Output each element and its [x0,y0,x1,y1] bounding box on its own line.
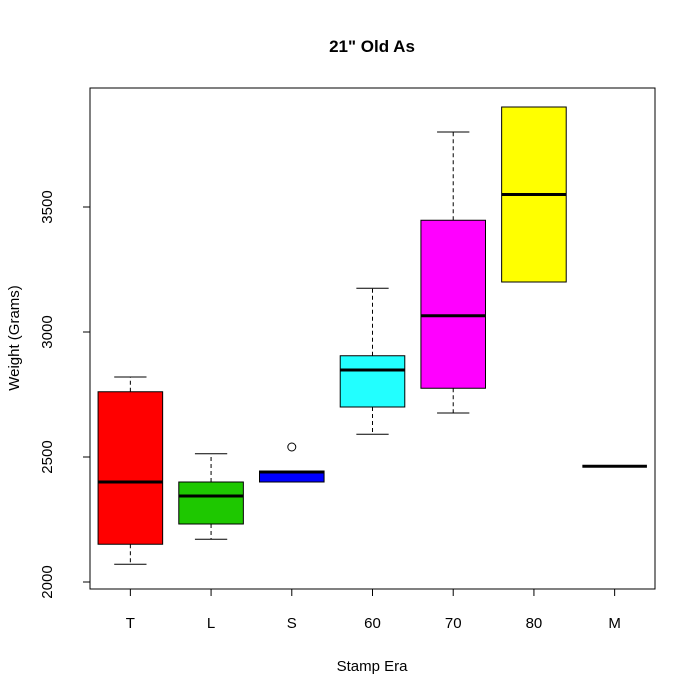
y-axis-label: Weight (Grams) [6,285,23,391]
box-iqr [339,355,406,408]
y-tick-label: 2000 [39,565,56,598]
box-iqr [420,219,486,389]
chart-title: 21" Old As [329,37,415,56]
box-70 [420,131,486,414]
x-tick-label: M [608,615,621,632]
x-tick-label: L [207,615,215,632]
box-S [259,442,325,483]
y-tick-label: 3000 [39,315,56,348]
box-T [97,376,164,565]
y-tick-label: 3500 [39,190,56,223]
x-tick-label: 80 [526,615,543,632]
x-axis-label: Stamp Era [337,658,409,675]
x-tick-label: 60 [364,615,381,632]
outlier-point [287,442,297,452]
y-tick-label: 2500 [39,440,56,473]
box-iqr [97,391,164,545]
x-tick-label: S [287,615,297,632]
box-60 [339,287,406,435]
box-iqr [178,481,244,525]
x-tick-label: T [126,615,135,632]
box-L [178,453,244,540]
box-80 [501,106,567,283]
x-tick-label: 70 [445,615,462,632]
